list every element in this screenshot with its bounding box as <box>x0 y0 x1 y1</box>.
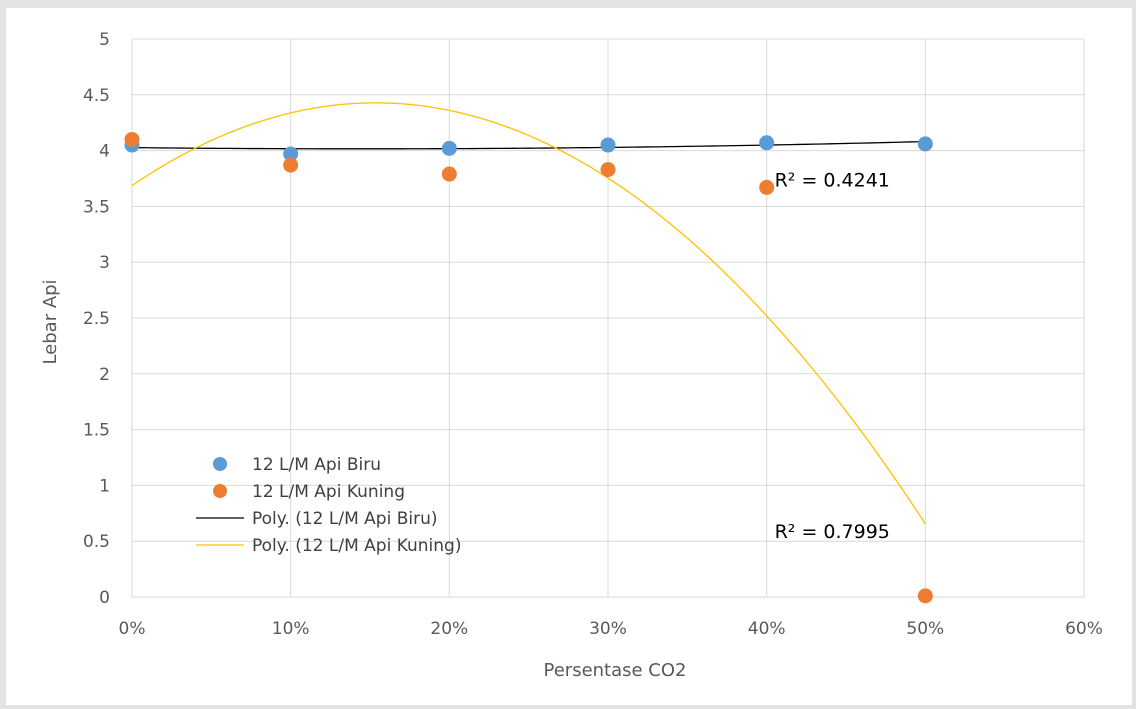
trendline-0 <box>131 140 926 150</box>
y-tick-label: 2 <box>99 365 110 385</box>
chart-card: 0% 10% 20% 30% 40% 50% 60% 0 0.5 1 1.5 2 2.5 3 3.5 4 4.… <box>6 8 1132 705</box>
data-point-series-0 <box>283 146 299 162</box>
trendlines <box>131 102 926 525</box>
trendline-1 <box>131 102 926 525</box>
legend-entry: Poly. (12 L/M Api Biru) <box>252 509 437 529</box>
y-tick-label: 5 <box>99 30 110 50</box>
x-tick-label: 60% <box>1065 619 1103 639</box>
y-tick-label: 4.5 <box>83 86 110 106</box>
x-tick-label: 0% <box>119 619 146 639</box>
y-tick-label: 4 <box>99 142 110 162</box>
y-axis-title: Lebar Api <box>40 279 61 364</box>
y-tick-labels: 0 0.5 1 1.5 2 2.5 3 3.5 4 4.5 5 <box>83 30 110 608</box>
legend: 12 L/M Api Biru 12 L/M Api Kuning Poly. (1… <box>196 455 461 556</box>
r2-label: R² = 0.7995 <box>775 521 890 543</box>
x-axis-title: Persentase CO2 <box>544 660 687 681</box>
data-point-series-0 <box>600 137 616 153</box>
data-point-series-0 <box>759 135 775 151</box>
x-tick-label: 30% <box>589 619 627 639</box>
data-point-series-1 <box>283 157 299 173</box>
r2-label: R² = 0.4241 <box>775 169 890 191</box>
x-tick-label: 10% <box>272 619 310 639</box>
y-tick-label: 1.5 <box>83 421 110 441</box>
r2-annotations: R² = 0.4241 R² = 0.7995 <box>775 169 890 543</box>
y-tick-label: 3.5 <box>83 197 110 217</box>
x-tick-label: 50% <box>906 619 944 639</box>
data-point-series-1 <box>441 166 457 182</box>
data-point-series-1 <box>917 588 933 604</box>
y-tick-label: 3 <box>99 253 110 273</box>
x-tick-label: 40% <box>748 619 786 639</box>
data-points <box>124 131 933 604</box>
data-point-series-1 <box>600 162 616 178</box>
data-point-series-1 <box>759 179 775 195</box>
y-tick-label: 1 <box>99 476 110 496</box>
x-tick-labels: 0% 10% 20% 30% 40% 50% 60% <box>119 619 1103 639</box>
legend-entry: 12 L/M Api Kuning <box>252 482 405 502</box>
data-point-series-0 <box>441 140 457 156</box>
legend-entry: Poly. (12 L/M Api Kuning) <box>252 536 461 556</box>
legend-entry: 12 L/M Api Biru <box>252 455 381 475</box>
scatter-chart: 0% 10% 20% 30% 40% 50% 60% 0 0.5 1 1.5 2 2.5 3 3.5 4 4.… <box>40 30 1103 681</box>
data-point-series-1 <box>124 131 140 147</box>
y-tick-label: 0.5 <box>83 532 110 552</box>
x-tick-label: 20% <box>430 619 468 639</box>
y-tick-label: 2.5 <box>83 309 110 329</box>
y-tick-label: 0 <box>99 588 110 608</box>
data-point-series-0 <box>917 136 933 152</box>
legend-marker <box>213 457 227 471</box>
legend-marker <box>213 484 227 498</box>
